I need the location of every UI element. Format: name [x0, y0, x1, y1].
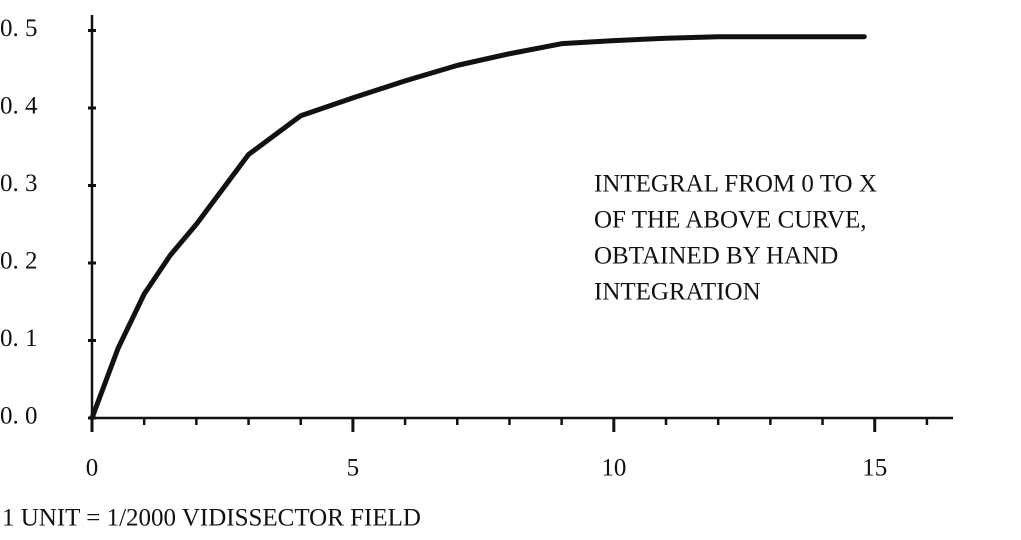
y-tick-label: 0. 0 [0, 403, 38, 430]
y-tick-label: 0. 1 [0, 325, 38, 352]
x-tick-label: 10 [601, 455, 626, 482]
annotation: INTEGRATION [594, 279, 761, 306]
annotation: INTEGRAL FROM 0 TO X [594, 171, 877, 198]
y-tick-label: 0. 4 [0, 93, 38, 120]
x-tick-label: 15 [862, 455, 887, 482]
annotation: OBTAINED BY HAND [594, 243, 838, 270]
x-tick-label: 0 [86, 455, 99, 482]
x-axis-label: 1 UNIT = 1/2000 VIDISSECTOR FIELD [2, 505, 421, 532]
y-tick-label: 0. 5 [0, 15, 38, 42]
y-tick-label: 0. 3 [0, 170, 38, 197]
annotation: OF THE ABOVE CURVE, [594, 207, 867, 234]
data-line [89, 34, 867, 421]
y-tick-label: 0. 2 [0, 248, 38, 275]
x-tick-label: 5 [347, 455, 360, 482]
